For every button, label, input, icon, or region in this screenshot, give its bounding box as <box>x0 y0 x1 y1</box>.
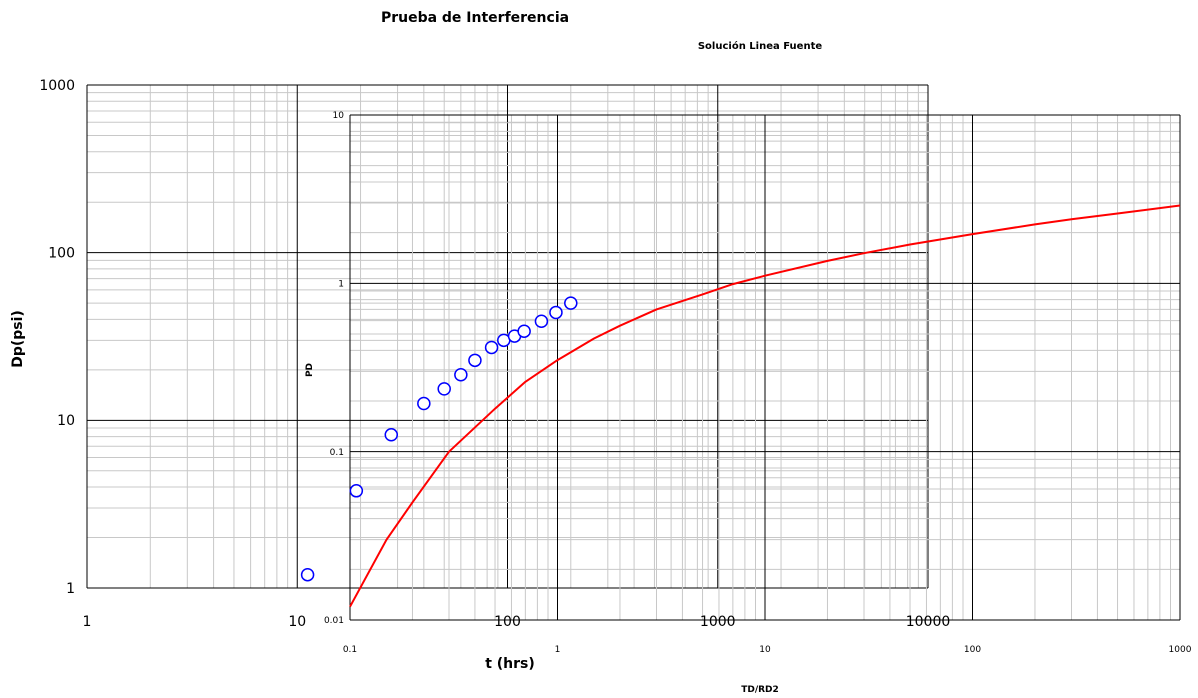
data-point <box>300 567 315 582</box>
type-curve-y-label: PD <box>305 363 315 377</box>
type-curve-y-tick-label: 1 <box>338 279 344 289</box>
data-point <box>437 382 451 396</box>
type-curve-x-tick-label: 1000 <box>1169 645 1192 655</box>
type-curve-y-tick-label: 0.1 <box>330 448 344 458</box>
type-curve-x-tick-label: 100 <box>964 645 981 655</box>
field-x-tick-label: 10000 <box>906 614 951 630</box>
field-x-tick-label: 10 <box>288 614 306 630</box>
field-y-tick-label: 10 <box>57 413 75 429</box>
data-point <box>349 484 364 498</box>
data-point <box>564 296 578 310</box>
data-point <box>534 314 549 328</box>
type-curve-x-label: TD/RD2 <box>741 685 779 695</box>
data-point <box>454 368 468 382</box>
data-point <box>517 324 531 338</box>
field-x-tick-label: 1 <box>83 614 92 630</box>
type-curve-y-tick-label: 10 <box>333 111 345 121</box>
type-curve-x-tick-label: 1 <box>555 645 561 655</box>
x-axis-label: t (hrs) <box>485 656 535 672</box>
data-point <box>468 353 482 368</box>
inner-grid <box>349 114 1181 621</box>
data-point <box>417 396 431 411</box>
field-x-tick-label: 100 <box>494 614 521 630</box>
outer-grid <box>86 84 929 589</box>
type-curve-title: Solución Linea Fuente <box>698 40 823 52</box>
data-point <box>384 428 399 442</box>
type-curve-x-tick-label: 0.1 <box>343 645 357 655</box>
data-point <box>549 305 563 320</box>
data-points-layer <box>300 296 578 582</box>
field-x-tick-label: 1000 <box>700 614 736 630</box>
type-curve-x-tick-label: 10 <box>759 645 771 655</box>
data-point <box>484 340 499 355</box>
field-y-tick-label: 100 <box>48 246 75 262</box>
field-y-tick-label: 1000 <box>39 78 75 94</box>
type-curve-layer <box>349 204 1181 608</box>
y-axis-label: Dp(psi) <box>10 310 26 368</box>
tick-labels-layer: 1 10 100 1000 10000 1 10 100 1000 0.1 1 10 100 1000 0.… <box>39 78 1191 655</box>
type-curve-line <box>349 204 1181 608</box>
type-curve-y-tick-label: 0.01 <box>324 616 344 626</box>
chart-title: Prueba de Interferencia <box>381 10 569 26</box>
field-y-tick-label: 1 <box>66 581 75 597</box>
